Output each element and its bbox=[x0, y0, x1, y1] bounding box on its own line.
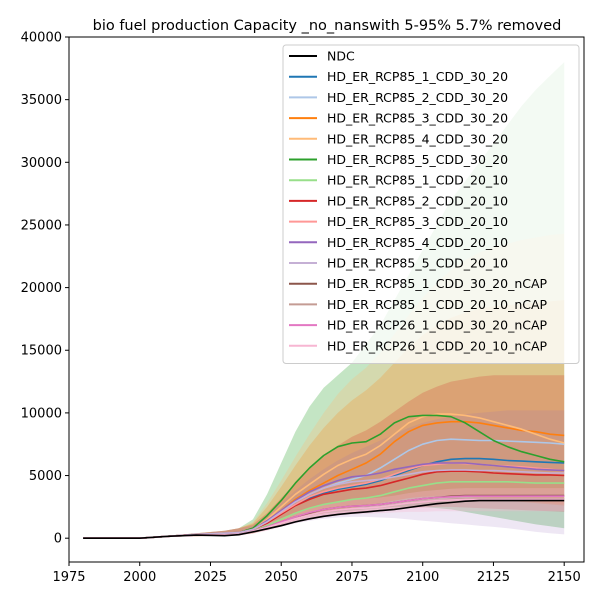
legend-label: NDC bbox=[327, 49, 355, 64]
y-tick-label: 15000 bbox=[21, 344, 62, 359]
y-tick-label: 10000 bbox=[21, 406, 62, 421]
y-tick-label: 20000 bbox=[21, 281, 62, 296]
legend-label: HD_ER_RCP85_1_CDD_30_20 bbox=[327, 69, 508, 84]
legend-label: HD_ER_RCP85_4_CDD_30_20 bbox=[327, 131, 508, 146]
legend-label: HD_ER_RCP26_1_CDD_30_20_nCAP bbox=[327, 318, 548, 333]
legend-label: HD_ER_RCP26_1_CDD_20_10_nCAP bbox=[327, 338, 548, 353]
band-0 bbox=[83, 62, 565, 539]
series-line-hd-er-rcp85-5-cdd-20-10 bbox=[83, 469, 565, 540]
plot-frame bbox=[68, 36, 585, 563]
series-lines bbox=[83, 413, 565, 540]
y-tick-label: 40000 bbox=[21, 31, 62, 46]
legend: NDC HD_ER_RCP85_1_CDD_30_20 HD_ER_RCP85_2_… bbox=[282, 44, 580, 364]
x-tick-label: 2050 bbox=[265, 570, 298, 585]
x-tick-label: 2075 bbox=[335, 570, 368, 585]
legend-label: HD_ER_RCP85_3_CDD_30_20 bbox=[327, 111, 508, 126]
series-line-ndc bbox=[83, 499, 565, 540]
chart-title: bio fuel production Capacity _no_nanswit… bbox=[93, 18, 562, 34]
axes: 1975 2000 2025 2050 2075 2100 2125 2150 0 5000 100… bbox=[21, 31, 585, 585]
y-tick-label: 0 bbox=[54, 532, 62, 547]
legend-label: HD_ER_RCP85_4_CDD_20_10 bbox=[327, 235, 508, 250]
x-tick-label: 1975 bbox=[52, 570, 85, 585]
legend-label: HD_ER_RCP85_1_CDD_20_10 bbox=[327, 173, 508, 188]
legend-label: HD_ER_RCP85_2_CDD_30_20 bbox=[327, 90, 508, 105]
y-tick-label: 5000 bbox=[29, 469, 62, 484]
legend-label: HD_ER_RCP85_5_CDD_30_20 bbox=[327, 152, 508, 167]
legend-label: HD_ER_RCP85_3_CDD_20_10 bbox=[327, 214, 508, 229]
legend-label: HD_ER_RCP85_2_CDD_20_10 bbox=[327, 193, 508, 208]
x-tick-label: 2150 bbox=[548, 570, 581, 585]
legend-box bbox=[282, 44, 580, 364]
y-tick-label: 30000 bbox=[21, 156, 62, 171]
x-tick-label: 2125 bbox=[477, 570, 510, 585]
y-tick-label: 25000 bbox=[21, 218, 62, 233]
legend-label: HD_ER_RCP85_1_CDD_20_10_nCAP bbox=[327, 297, 548, 312]
x-tick-label: 2100 bbox=[406, 570, 439, 585]
y-tick-label: 35000 bbox=[21, 93, 62, 108]
x-tick-label: 2000 bbox=[123, 570, 156, 585]
legend-label: HD_ER_RCP85_5_CDD_20_10 bbox=[327, 256, 508, 271]
legend-label: HD_ER_RCP85_1_CDD_30_20_nCAP bbox=[327, 276, 548, 291]
x-tick-label: 2025 bbox=[194, 570, 227, 585]
